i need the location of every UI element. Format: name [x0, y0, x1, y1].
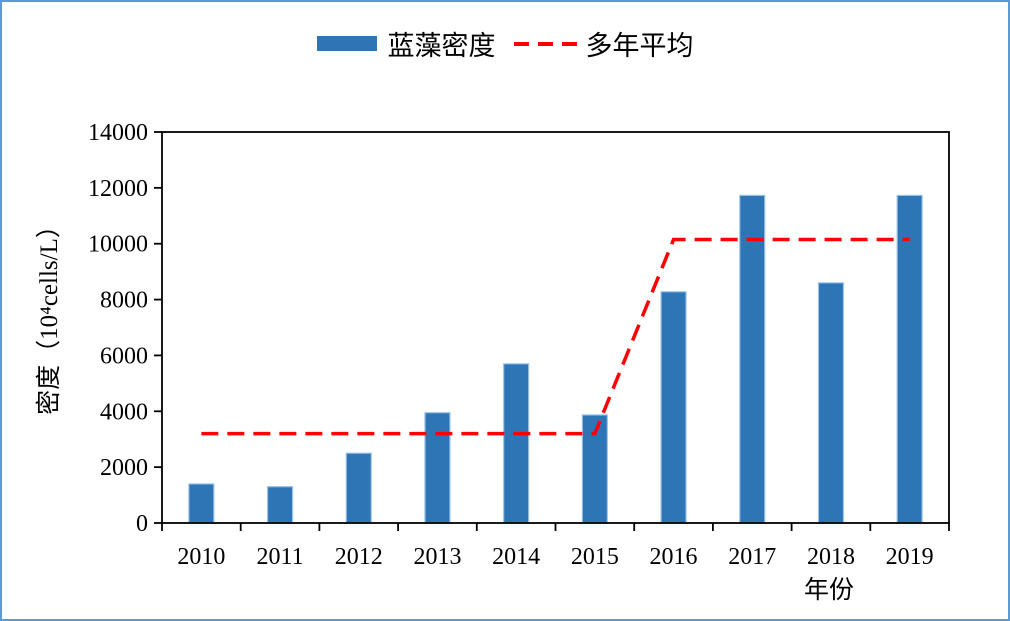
- x-tick-label: 2019: [886, 544, 934, 570]
- bars-group: [188, 194, 923, 524]
- bar: [660, 291, 687, 524]
- y-tick-label: 6000: [100, 343, 148, 369]
- x-tick-label: 2014: [492, 544, 540, 570]
- legend-bar-swatch: [316, 36, 377, 51]
- bar: [503, 363, 530, 524]
- x-tick-label: 2010: [177, 544, 225, 570]
- bar: [739, 194, 766, 524]
- bar: [345, 452, 372, 524]
- x-tick-label: 2018: [807, 544, 855, 570]
- x-axis-title: 年份: [804, 576, 854, 604]
- y-tick-label: 2000: [100, 455, 148, 481]
- average-line-group: [201, 237, 910, 436]
- bar: [896, 194, 923, 524]
- legend-dashed-line-swatch: [513, 41, 578, 46]
- bar: [817, 282, 845, 524]
- bar: [266, 486, 294, 524]
- chart-legend: 蓝藻密度 多年平均: [2, 24, 1008, 63]
- y-tick-label: 4000: [100, 399, 148, 425]
- y-tick-label: 12000: [88, 176, 148, 202]
- x-tick-label: 2011: [256, 544, 303, 570]
- x-tick-label: 2017: [728, 544, 776, 570]
- x-tick-label: 2016: [650, 544, 698, 570]
- legend-line-label: 多年平均: [585, 31, 694, 61]
- x-tick-label: 2012: [335, 544, 383, 570]
- x-tick-label: 2013: [413, 544, 461, 570]
- y-tick-label: 8000: [100, 288, 148, 314]
- y-tick-label: 10000: [88, 232, 148, 258]
- bar: [188, 483, 215, 524]
- y-tick-label: 0: [136, 511, 148, 537]
- axes-group: 0 2000 4000 6000 8000 10000 12000 14000 2010 2011…: [88, 120, 950, 570]
- y-axis-title: 密度（10⁴cells/L）: [35, 213, 63, 415]
- y-tick-label: 14000: [88, 120, 148, 146]
- average-line: [201, 237, 910, 436]
- legend-bar-label: 蓝藻密度: [387, 31, 496, 61]
- x-tick-label: 2015: [571, 544, 619, 570]
- bar: [424, 412, 451, 524]
